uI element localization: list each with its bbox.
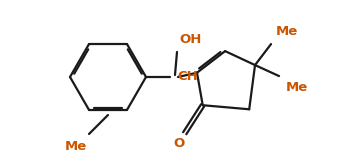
Text: CH: CH (177, 70, 198, 82)
Text: Me: Me (286, 81, 308, 94)
Text: Me: Me (276, 25, 298, 38)
Text: O: O (173, 137, 184, 150)
Text: OH: OH (179, 33, 201, 46)
Text: Me: Me (65, 140, 87, 153)
